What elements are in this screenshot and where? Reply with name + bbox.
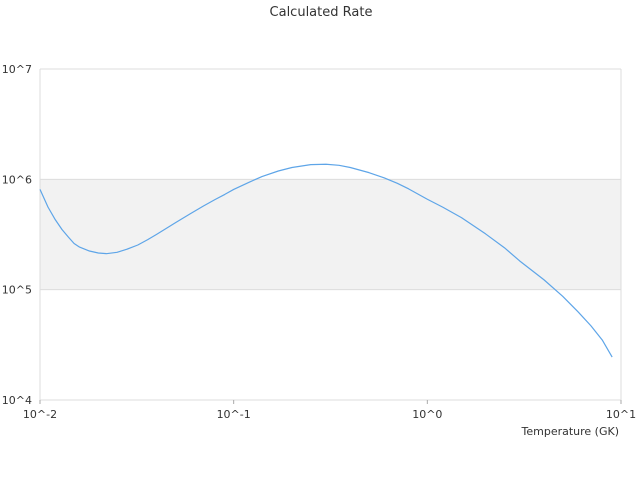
series-layer [39,163,613,358]
plot-band [40,69,621,180]
plot-band [40,179,621,290]
x-tick-label: 10^1 [606,408,636,421]
x-tick-label: 10^-2 [23,408,57,421]
y-tick-label: 10^6 [2,173,32,186]
y-tick-label: 10^7 [2,63,32,76]
x-tick-label: 10^-1 [217,408,251,421]
x-axis-label: Temperature (GK) [521,425,620,438]
grid-layer [39,68,622,401]
x-tick-label: 10^0 [412,408,442,421]
series-line [39,163,613,358]
band-layer [40,69,621,400]
chart-title: Calculated Rate [270,5,373,20]
y-tick-label: 10^4 [2,394,32,407]
tick-layer: 10^-2 10^-1 10^0 10^1 10^4 10^5 10^6 10^7 [2,63,636,421]
plot-band [40,289,621,400]
y-tick-label: 10^5 [2,284,32,297]
